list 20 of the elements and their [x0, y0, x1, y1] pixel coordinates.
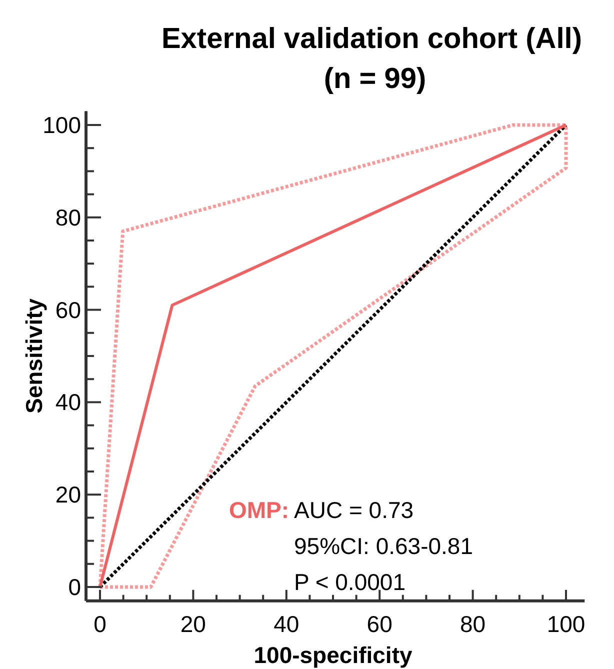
y-tick-label: 100 — [42, 112, 82, 138]
x-tick-label: 100 — [546, 610, 586, 637]
y-axis-title: Sensitivity — [21, 298, 47, 414]
y-tick-label: 0 — [68, 574, 82, 600]
chart-title: External validation cohort (All) — [161, 23, 582, 55]
annotation: 95%CI: 0.63-0.81 — [294, 533, 474, 559]
x-tick-label: 80 — [460, 610, 486, 637]
text: OMP: — [228, 497, 289, 523]
x-axis-title: 100-specificity — [254, 642, 412, 668]
y-tick-label: 80 — [55, 204, 82, 230]
x-tick-label: 60 — [366, 610, 392, 637]
x-tick-label: 0 — [94, 610, 106, 637]
annotation: AUC = 0.73 — [294, 497, 414, 523]
y-tick-label: 60 — [55, 296, 82, 323]
x-tick-label: 20 — [180, 610, 206, 637]
y-tick-label: 40 — [55, 389, 82, 416]
annotation: P < 0.0001 — [294, 569, 406, 595]
y-tick-label: 20 — [55, 482, 82, 508]
chart-subtitle: (n = 99) — [324, 63, 426, 95]
x-tick-label: 40 — [274, 610, 300, 637]
